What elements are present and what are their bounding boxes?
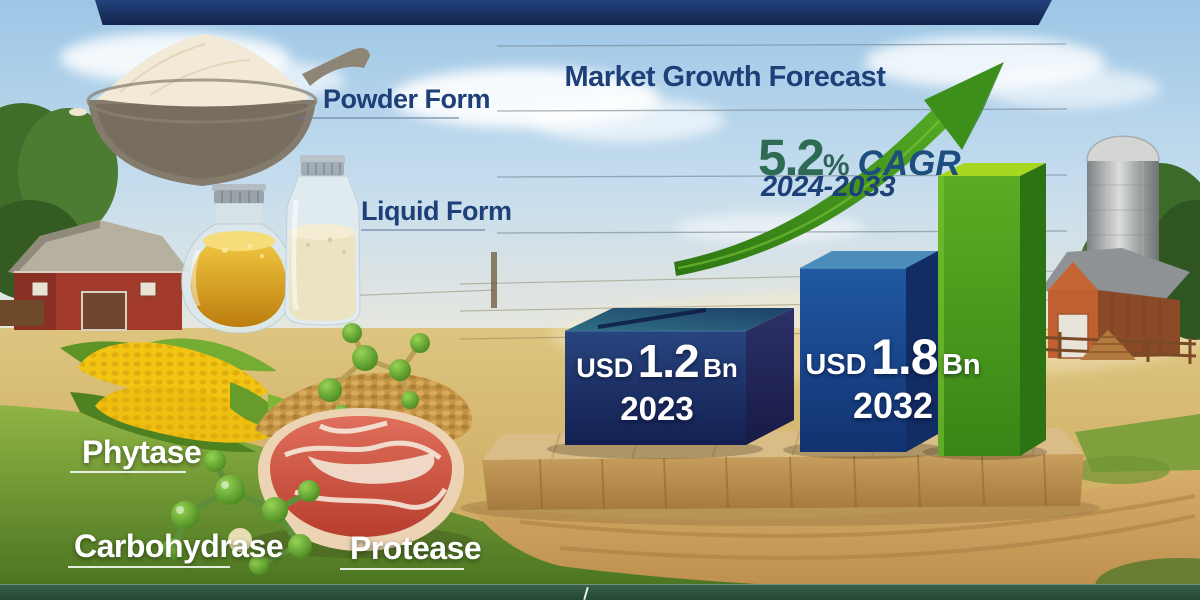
bar-2032-unit: Bn: [941, 349, 981, 381]
left-barn-illustration: [0, 220, 190, 331]
cagr-label: CAGR: [857, 144, 961, 183]
phytase-underline: [70, 471, 186, 473]
enzyme-label-protease: Protease: [350, 530, 482, 566]
forecast-title: Market Growth Forecast: [564, 61, 886, 93]
bar-2032: [800, 251, 938, 452]
footer-logo-mark: [583, 586, 589, 600]
bar-2032-value-line: USD 1.8 Bn: [778, 332, 1008, 382]
powder-form-label: Powder Form: [323, 84, 491, 114]
bar-2032-prefix: USD: [805, 349, 867, 381]
protease-underline: [340, 568, 464, 570]
bar-2023-prefix: USD: [576, 353, 634, 383]
powder-form-underline: [299, 117, 459, 119]
cagr-value: 5.2: [758, 129, 825, 186]
grass-tuft: [1070, 456, 1170, 484]
bar-2032-label: USD 1.8 Bn 2032: [778, 332, 1008, 424]
liquid-form-underline: [361, 229, 485, 231]
dirt-path: [470, 468, 1200, 590]
wooden-cart: [0, 300, 44, 326]
meat-steak-illustration: [250, 408, 474, 558]
bar-2032-value: 1.8: [871, 329, 939, 385]
powder-bowl-illustration: [69, 34, 370, 186]
corn-illustration: [60, 338, 332, 453]
bar-2023-value-line: USD 1.2 Bn: [557, 338, 757, 384]
title-banner: [95, 0, 1052, 25]
cagr-callout: 5.2% CAGR: [758, 128, 961, 187]
cagr-percent-sign: %: [822, 149, 850, 182]
bar-2032-year: 2032: [852, 385, 934, 426]
bar-2023-label: USD 1.2 Bn 2023: [557, 338, 757, 425]
growth-arrow-icon: [674, 62, 1004, 276]
cagr-period: 2024-2033: [761, 171, 896, 203]
bar-2023-value: 1.2: [637, 335, 700, 387]
dirt-ruts: [519, 494, 1196, 560]
carbohydrase-underline: [68, 566, 230, 568]
bar-green-forecast: [938, 163, 1046, 456]
grass-foreground: [0, 405, 900, 600]
enzyme-label-phytase: Phytase: [82, 434, 202, 470]
right-barn-illustration: [1007, 248, 1197, 364]
enzyme-molecule-lower: [162, 450, 320, 575]
bar-2023-unit: Bn: [703, 353, 738, 383]
fence-post: [491, 252, 497, 308]
footer-bar: [0, 584, 1200, 600]
enzyme-label-carbohydrase: Carbohydrase: [74, 528, 284, 564]
bar-2023: [565, 308, 794, 445]
bar-2023-year: 2023: [620, 390, 694, 427]
liquid-form-label: Liquid Form: [361, 196, 512, 226]
milk-bottle-illustration: [284, 155, 361, 326]
amber-jar-illustration: [181, 184, 295, 334]
